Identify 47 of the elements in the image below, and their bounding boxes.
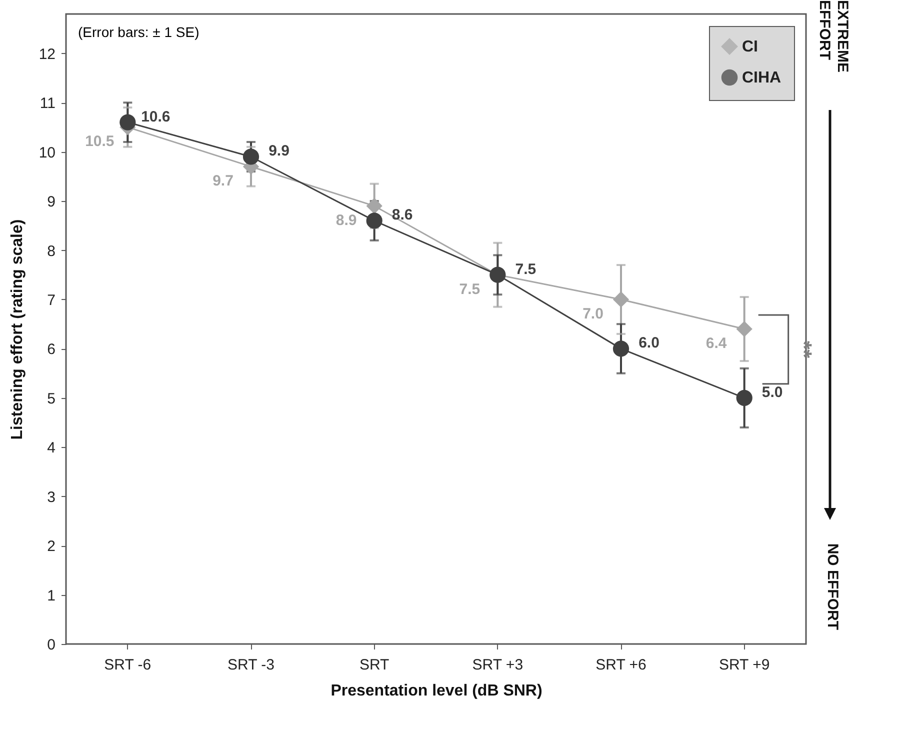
x-tick-label: SRT +6 [596, 656, 646, 674]
text: NO EFFORT [824, 543, 841, 630]
data-label: 6.0 [638, 334, 660, 352]
text: EXTREME EFFORT [816, 0, 851, 73]
y-tick-label: 5 [47, 390, 56, 408]
y-tick-label: 9 [47, 194, 56, 211]
legend-label: CI [742, 38, 758, 56]
data-label: 8.6 [392, 206, 413, 224]
y-axis-title: Listening effort (rating scale) [8, 219, 26, 440]
y-tick-label: 0 [47, 636, 56, 654]
y-tick-label: 8 [47, 242, 56, 260]
y-tick-label: 11 [40, 95, 56, 112]
x-tick-label: SRT +9 [718, 656, 770, 674]
y-tick-label: 10 [38, 144, 56, 162]
point [366, 212, 382, 229]
x-tick-label: SRT +3 [472, 656, 524, 674]
y-tick-label: 6 [47, 341, 56, 358]
x-tick-label: SRT -6 [104, 656, 152, 674]
annotation: ** [791, 340, 816, 358]
y-tick-label: 3 [47, 488, 56, 506]
point [736, 390, 752, 406]
y-tick-label: 7 [47, 292, 56, 309]
point [612, 291, 630, 308]
point [736, 320, 752, 338]
data-label: 7.5 [515, 260, 536, 278]
y-tick-label: 2 [47, 538, 56, 556]
x-tick-label: SRT -3 [228, 656, 274, 674]
point [242, 148, 260, 165]
data-label: 8.9 [336, 212, 357, 229]
x-axis-title: Presentation level (dB SNR) [330, 682, 542, 700]
data-label: 10.6 [141, 108, 170, 126]
data-label: 5.0 [762, 384, 783, 401]
y-tick-label: 4 [47, 440, 56, 457]
data-label: 7.0 [582, 305, 604, 322]
annotation: (Error bars: ± 1 SE) [78, 24, 200, 40]
data-label: 9.7 [212, 172, 234, 190]
point [120, 114, 136, 130]
legend-label: CIHA [742, 70, 782, 86]
point [366, 198, 382, 214]
data-label: 6.4 [706, 335, 728, 352]
y-tick-label: 1 [47, 587, 56, 604]
point [612, 340, 630, 357]
data-label: 7.5 [459, 280, 480, 298]
data-label: 10.5 [85, 133, 114, 150]
data-label: 9.9 [268, 142, 290, 160]
y-tick-label: 12 [38, 46, 56, 63]
x-tick-label: SRT [359, 656, 390, 674]
